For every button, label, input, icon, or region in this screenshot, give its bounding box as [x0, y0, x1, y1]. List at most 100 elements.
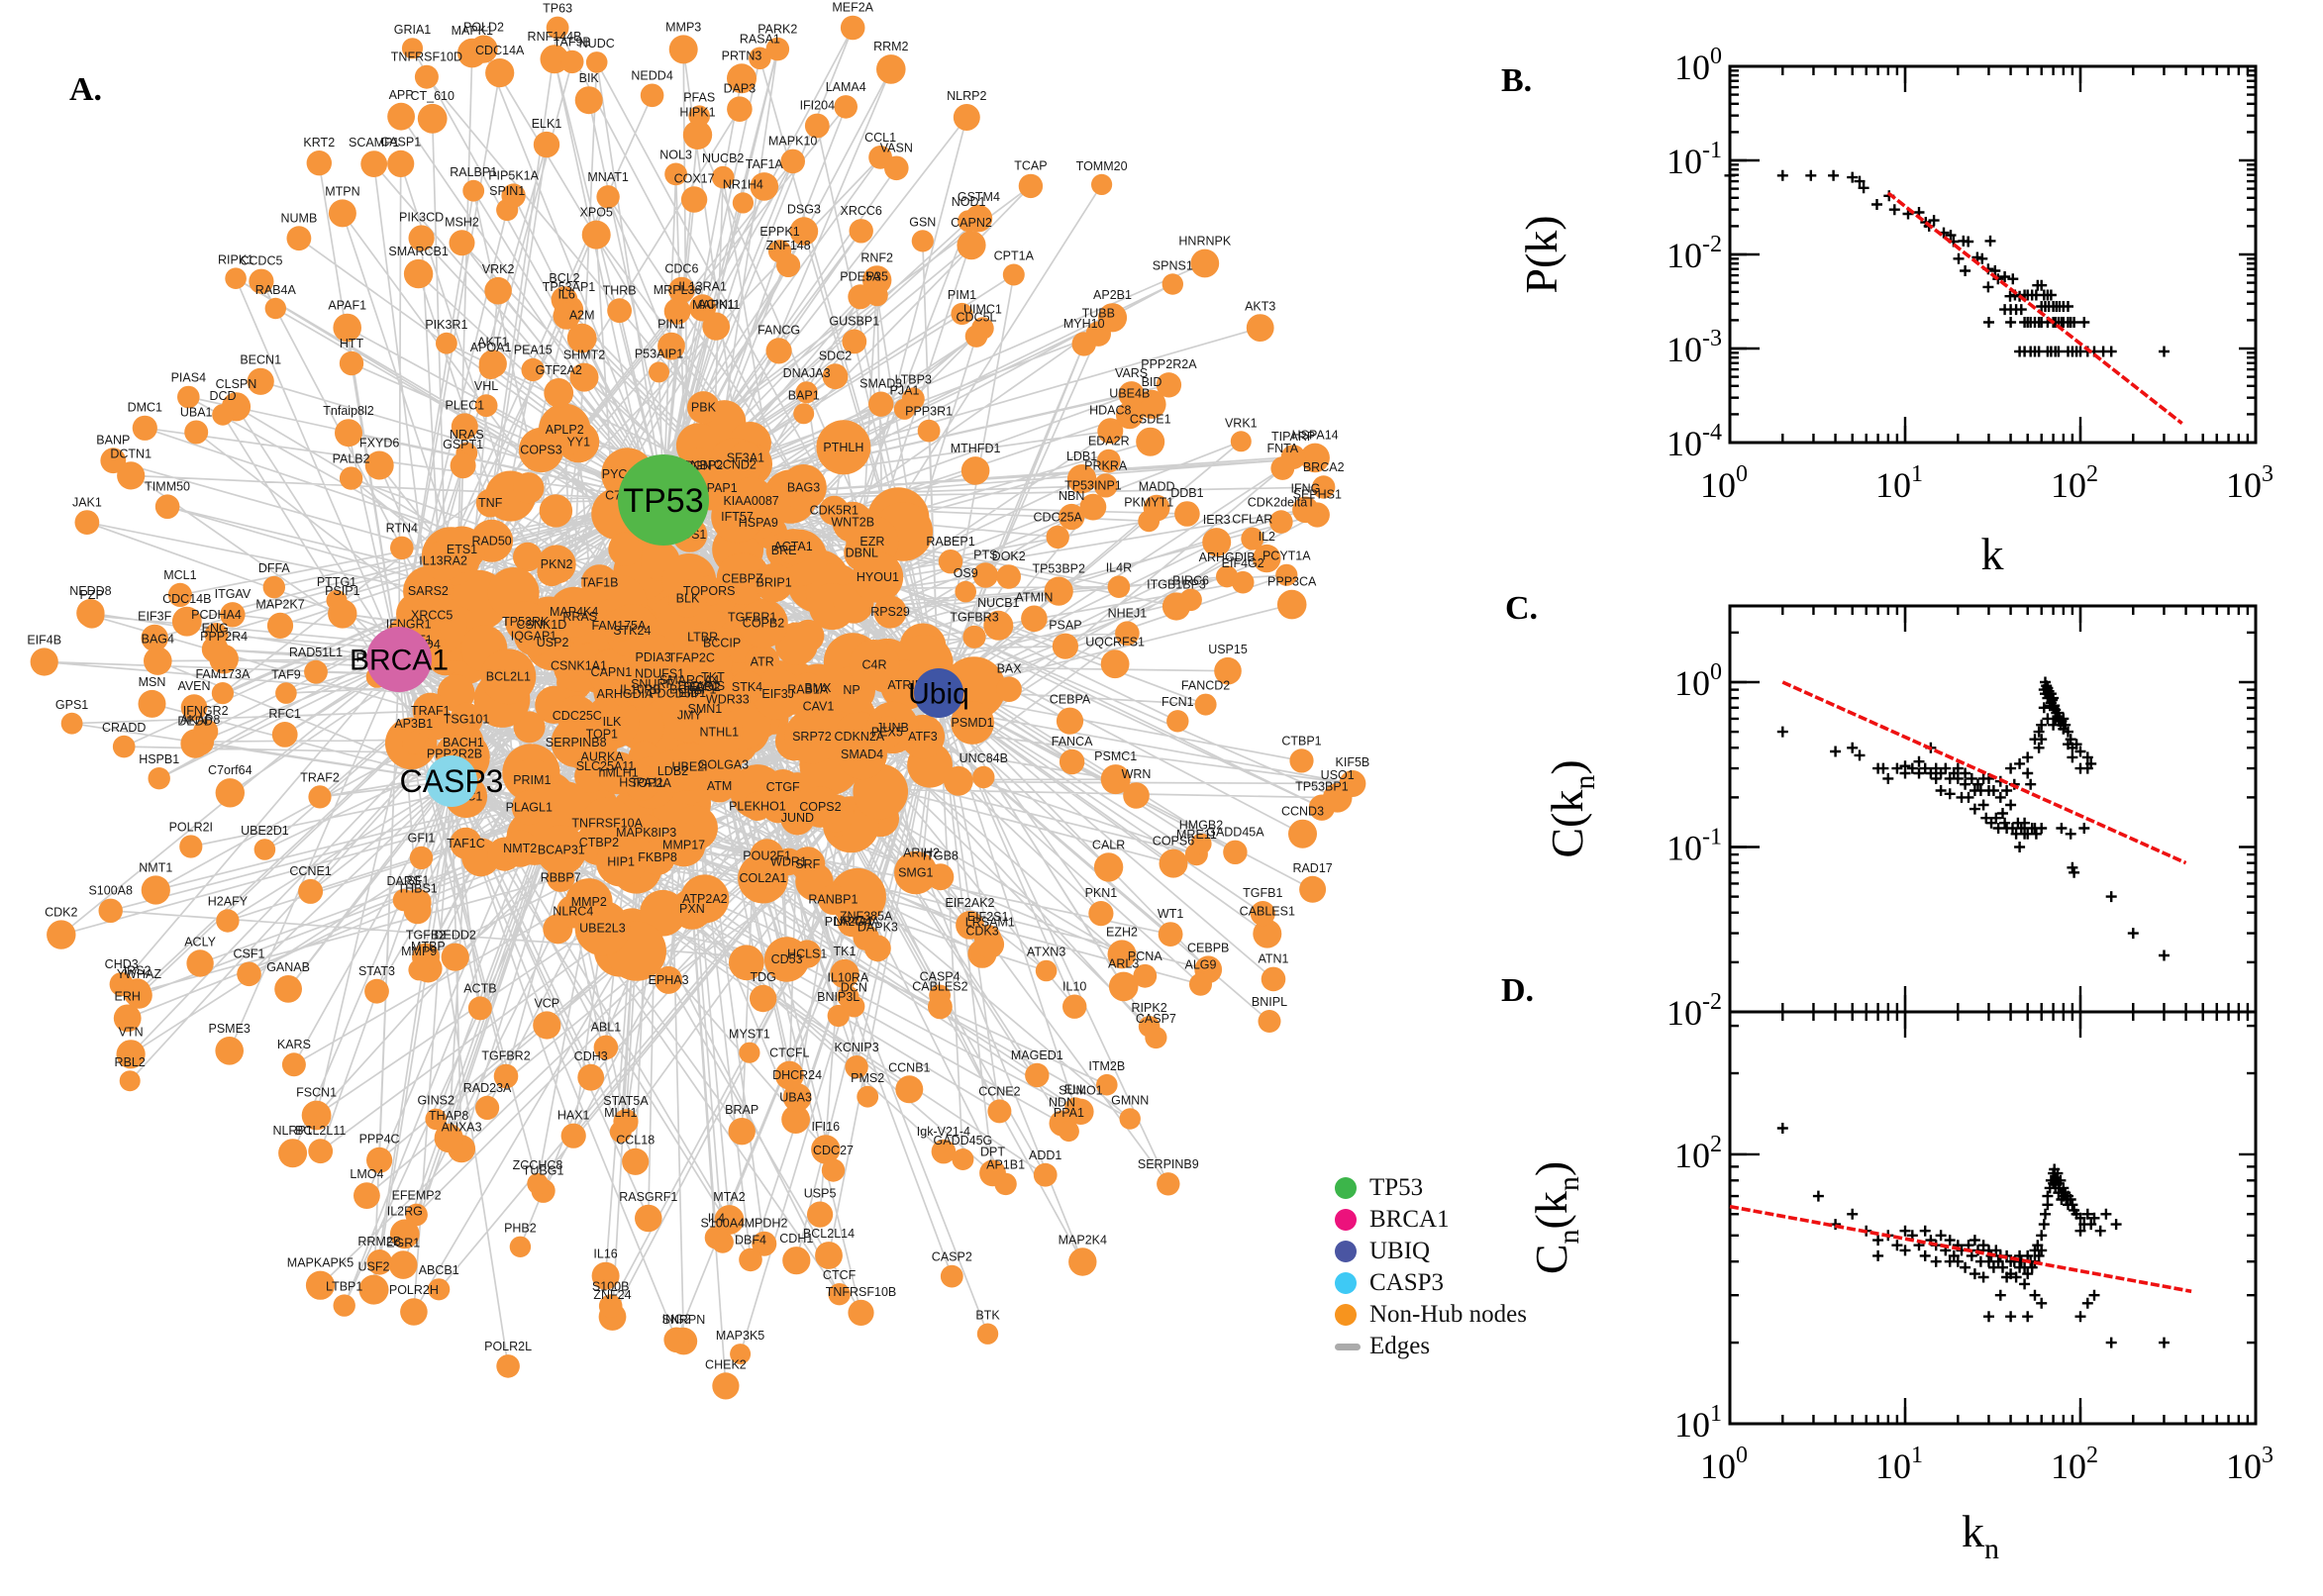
network-node: [409, 846, 434, 870]
network-node-label: NUCB1: [977, 596, 1019, 610]
network-node: [1119, 1108, 1141, 1130]
network-node: [668, 35, 698, 64]
network-node-label: STK4: [732, 680, 762, 694]
network-node: [790, 672, 825, 707]
network-node: [852, 551, 904, 603]
network-node: [1096, 1073, 1118, 1096]
network-node-label: FNTA: [1266, 442, 1298, 455]
network-node-label: CHEK2: [705, 1357, 747, 1371]
network-node: [730, 1344, 752, 1365]
network-node-label: TP63: [543, 2, 572, 16]
network-node: [184, 420, 209, 445]
network-node: [1322, 783, 1353, 813]
network-node-label: TNF: [478, 496, 503, 510]
network-node-label: ADD1: [1029, 1148, 1061, 1162]
network-node: [680, 874, 730, 924]
network-node-label: VCP: [534, 997, 559, 1011]
network-node-label: MYH10: [1063, 317, 1105, 331]
network-node-label: ILK: [603, 715, 622, 729]
network-node: [774, 529, 812, 565]
tick-label: 10-3: [1666, 326, 1722, 369]
network-node-label: LMO4: [350, 1167, 383, 1181]
network-node-label: PCDHA4: [191, 608, 242, 622]
network-node-label: EIF4B: [27, 634, 61, 648]
network-node-label: ATMIN: [1015, 591, 1053, 605]
network-node-label: ATN1: [1258, 952, 1288, 966]
network-node-label: A2M: [569, 309, 595, 323]
network-node-label: CALR: [1092, 838, 1125, 851]
network-node: [328, 199, 356, 228]
network-node-label: CAV1: [803, 700, 835, 714]
network-node: [815, 1242, 843, 1269]
network-node: [485, 58, 515, 88]
network-node: [388, 1250, 418, 1279]
network-node: [496, 1354, 520, 1378]
network-node-label: MMP3: [665, 20, 701, 34]
network-node-label: THBS1: [397, 882, 437, 896]
network-node-label: APOA1: [470, 341, 512, 354]
network-node: [301, 1100, 332, 1131]
network-node-label: CDC25A: [1034, 511, 1083, 525]
network-node-label: TNFRSF10D: [391, 50, 462, 64]
network-node-label: MAP2K4: [1059, 1233, 1107, 1247]
legend-item-1: BRCA1: [1335, 1204, 1527, 1236]
network-node: [78, 603, 105, 629]
network-node-label: COPS6: [1153, 835, 1194, 848]
fit-line: [1729, 1204, 2192, 1294]
network-node-label: CEBPZ: [722, 571, 763, 585]
network-node-label: ZNF24: [593, 1288, 631, 1302]
network-node: [849, 640, 900, 690]
network-node: [1118, 381, 1145, 408]
network-node: [423, 541, 463, 581]
network-node: [842, 329, 867, 354]
network-node-label: RNF144B: [528, 30, 582, 44]
network-node: [179, 835, 203, 858]
tick-label: 102: [2051, 461, 2098, 505]
network-node: [714, 1205, 745, 1235]
network-node-label: AURKA: [581, 749, 625, 763]
network-node-label: CTCF: [823, 1268, 857, 1282]
network-node-label: MCL1: [163, 568, 196, 582]
network-node: [845, 1055, 868, 1079]
network-node: [262, 575, 285, 599]
network-node: [304, 659, 328, 684]
network-node-label: DAP3: [724, 81, 757, 95]
network-node: [1033, 1162, 1058, 1187]
network-node-label: BAX: [997, 661, 1023, 675]
network-node: [655, 965, 683, 994]
network-node-label: SRP72: [792, 730, 832, 744]
network-node-label: GSPT1: [443, 438, 483, 451]
network-node-label: RBBP7: [541, 871, 581, 885]
network-node: [1097, 303, 1128, 333]
network-node: [622, 1147, 650, 1175]
network-node: [765, 37, 790, 61]
network-node-label: FSCN1: [296, 1086, 337, 1100]
network-node-label: PSMD1: [952, 716, 994, 730]
network-node-label: RRM2: [873, 40, 908, 53]
network-node-label: MADD: [1139, 480, 1175, 494]
network-node-label: SERPINB8: [546, 736, 607, 749]
network-node-label: DHCR24: [772, 1068, 822, 1082]
network-node: [784, 709, 840, 764]
network-node: [333, 1294, 355, 1317]
network-node-label: RIPK2: [1132, 1001, 1167, 1015]
network-node: [1079, 493, 1107, 521]
tick-label: 100: [1700, 461, 1748, 505]
network-node: [1230, 431, 1252, 452]
network-node-label: PSMC1: [1094, 749, 1137, 763]
network-node-label: CASP1: [380, 136, 421, 150]
network-node: [962, 625, 986, 648]
legend-dot-swatch: [1335, 1272, 1357, 1294]
network-node-label: NOL3: [659, 149, 692, 162]
network-node-label: PKN1: [1085, 886, 1118, 900]
network-node: [1071, 332, 1096, 356]
x-axis-title: k: [1981, 529, 2004, 579]
network-node-label: ARHGDIA: [597, 687, 655, 701]
network-node-label: S100A4: [701, 1217, 746, 1231]
network-node-label: BCCIP: [703, 637, 741, 650]
tick-label: 10-1: [1666, 824, 1722, 867]
network-node-label: ITGB1BP3: [1147, 577, 1206, 591]
network-node: [450, 452, 476, 479]
network-node-label: RPS29: [870, 605, 910, 619]
legend-item-0: TP53: [1335, 1172, 1527, 1204]
